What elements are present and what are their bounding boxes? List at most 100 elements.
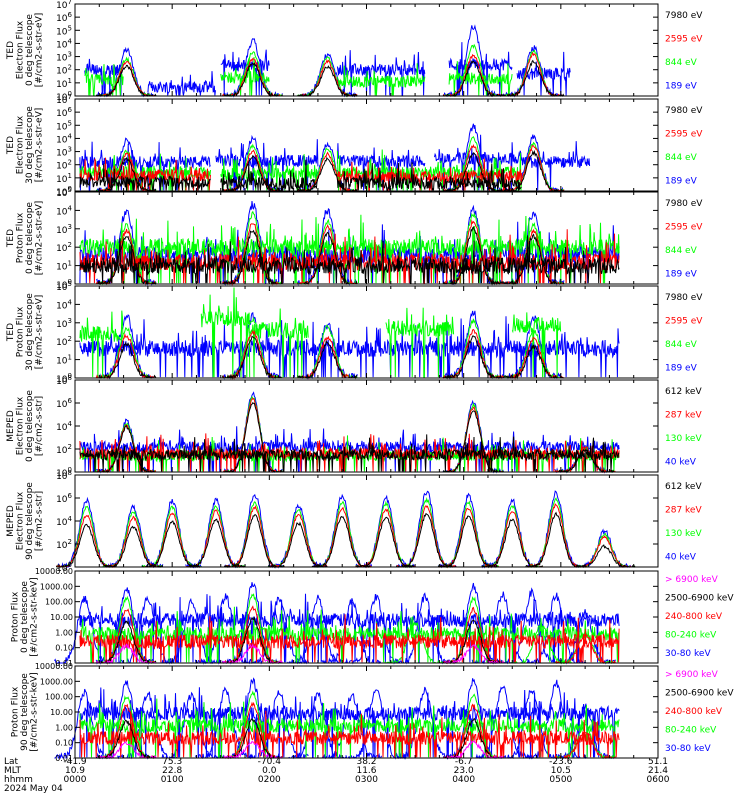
panel-1-ylabel-line-1: TED [6, 41, 16, 60]
footer-hhmm-4: 0400 [452, 775, 475, 785]
panel-4-ylabel-line-4: [#/cm2-s-str-eV] [34, 295, 44, 370]
panel-1-ytick-label-4: 104 [56, 37, 72, 50]
panel-4-series-2-trace-9 [385, 307, 455, 378]
panel-3-series-4-trace-3 [297, 231, 358, 286]
panel-6-legend-2: 287 keV [665, 506, 702, 516]
panel-6-ylabel-line-2: Electron Flux [15, 491, 25, 550]
panel-3-series-1-trace-2 [222, 200, 283, 286]
panel-1-ytick-label-5: 105 [56, 24, 72, 37]
panel-6-series-1-trace-10 [437, 492, 499, 569]
panel-2-series-4-trace-2 [222, 154, 283, 193]
panel-2-ytick-label-0: 100 [56, 185, 72, 198]
panel-3-series-4-trace-6 [79, 235, 620, 284]
panel-8-series-1-trace-9 [321, 693, 382, 760]
panel-8-legend-4: 80-240 keV [665, 726, 717, 736]
panel-6-series-2-trace-3 [141, 505, 202, 568]
panel-8-ylabel-line-2: 90 deg telescope [20, 673, 30, 751]
panel-6-ylabel-line-3: 90 deg telescope [25, 482, 35, 560]
panel-2-ylabel-line-3: 30 deg telescope [25, 106, 35, 184]
panel-1-series-2-trace-3 [296, 56, 358, 98]
panel-8-legend-1: > 6900 keV [665, 670, 719, 680]
panel-2-series-1-trace-7 [215, 139, 319, 191]
footer-hhmm-5: 0500 [549, 775, 572, 785]
panel-2-ytick-label-3: 103 [56, 146, 72, 159]
panel-4-series-2-trace-10 [511, 312, 562, 378]
panel-1-ylabel: TED Electron Flux 0 deg telescope [#/cm2-s-… [6, 13, 45, 88]
panel-7-series-2-trace-3 [384, 621, 445, 664]
panel-6-legend-1: 612 keV [665, 482, 702, 492]
panel-6-series-4-trace-12 [525, 511, 587, 568]
panel-8-series-1-trace-15 [525, 679, 587, 760]
panel-5-series-4-trace-5 [79, 434, 620, 472]
panel-7-series-1-trace-17 [79, 593, 620, 663]
panel-6-series-2-trace-12 [525, 497, 587, 569]
panel-5-ytick-label-1: 102 [56, 443, 72, 456]
panel-5-ylabel-line-3: 0 deg telescope [25, 390, 35, 462]
panel-2-series-2-trace-7 [220, 154, 318, 191]
panel-5-ytick-label-4: 108 [56, 374, 72, 387]
footer-hhmm-0: 0000 [64, 775, 87, 785]
panel-1-ytick-label-2: 102 [56, 64, 72, 77]
panel-6-series-2-trace-11 [481, 504, 543, 568]
panel-3-ytick-label-4: 104 [56, 204, 72, 217]
panel-3-legend-3: 844 eV [665, 246, 698, 256]
panel-8-legend-5: 30-80 keV [665, 744, 711, 754]
panel-1-series-1-trace-8 [220, 49, 270, 96]
panel-1-series-1-trace-10 [448, 42, 513, 96]
panel-8-series-1-trace-11 [394, 686, 455, 760]
panel-7-ylabel-line-2: 0 deg telescope [20, 581, 30, 653]
footer-row-label-3: hhmm [4, 775, 33, 785]
panel-7-legend-1: > 6900 keV [665, 575, 719, 585]
panel-2-legend-3: 844 eV [665, 153, 698, 163]
panel-1-ytick-label-1: 101 [56, 77, 72, 90]
panel-4-series-2-trace-6 [79, 310, 124, 378]
panel-2-series-1-trace-6 [79, 141, 211, 191]
panel-6-ytick-label-4: 108 [56, 469, 72, 482]
panel-5-legend-3: 130 keV [665, 434, 702, 444]
panel-5-ylabel-line-2: Electron Flux [15, 396, 25, 455]
panel-6-series-1-trace-9 [396, 490, 457, 569]
panel-5-series-1-trace-3 [442, 399, 505, 474]
footer-mlt-3: 11.6 [356, 766, 376, 776]
panel-8-series-1-trace-13 [472, 685, 534, 760]
panel-6-series-2-trace-6 [267, 508, 328, 568]
panel-2-ylabel-line-2: Electron Flux [15, 115, 25, 174]
panel-8-ylabel-line-1: Proton Flux [11, 686, 21, 737]
panel-6-series-2-trace-7 [311, 500, 372, 569]
panel-2-ytick-label-4: 104 [56, 132, 72, 145]
panel-4: 100 101 102 103 104 105 TED Proton Flux 30 deg t… [6, 280, 704, 385]
panel-3-series-4-trace-2 [222, 229, 283, 286]
panel-1-legend-3: 844 eV [665, 58, 698, 68]
panel-1-series-4-trace-4 [442, 60, 505, 98]
panel-1-series-2-trace-8 [336, 63, 426, 96]
panel-6-series-4-trace-2 [103, 525, 164, 569]
panel-4-ylabel-line-1: TED [6, 323, 16, 342]
panel-4-legend-4: 189 eV [665, 364, 698, 374]
panel-4-series-4-trace-4 [442, 335, 504, 380]
panel-4-series-2-trace-7 [200, 287, 251, 378]
panel-7-ytick-label-6: 10000.00 [35, 567, 73, 576]
panel-5-legend-2: 287 keV [665, 411, 702, 421]
panel-3-ytick-label-5: 105 [56, 186, 72, 199]
panel-8-ytick-label-5: 1000.00 [40, 677, 73, 686]
panel-7-ylabel: Proton Flux 0 deg telescope [#/cm2-s-str-k… [11, 577, 40, 656]
panel-6-series-2-trace-4 [185, 504, 246, 569]
panel-6-series-4-trace-10 [437, 515, 499, 569]
panel-8-series-1-trace-17 [79, 687, 620, 758]
footer-lat-5: -23.6 [549, 757, 573, 767]
panel-5-ytick-label-3: 106 [56, 397, 72, 410]
panel-6-series-3 [55, 503, 635, 569]
panel-6-legend-3: 130 keV [665, 529, 702, 539]
panel-8-legend-2: 2500-6900 keV [665, 689, 734, 699]
panel-1-series-4 [96, 59, 565, 98]
panel-4-ytick-label-2: 102 [56, 335, 72, 348]
panel-6-series-4-trace-1 [55, 523, 117, 568]
panel-5-ylabel: MEPED Electron Flux 0 deg telescope [#/cm2-… [6, 390, 45, 462]
panel-2-legend-2: 2595 eV [665, 130, 703, 140]
footer-lat-2: -70.4 [258, 757, 282, 767]
panel-7-ytick-label-0: 0.01 [55, 659, 73, 668]
panel-4-series-3-trace-2 [222, 329, 283, 380]
panel-6-series-2-trace-10 [437, 500, 499, 568]
panel-7-legend-3: 240-800 keV [665, 612, 723, 622]
panel-6-series-2-trace-9 [395, 497, 457, 569]
